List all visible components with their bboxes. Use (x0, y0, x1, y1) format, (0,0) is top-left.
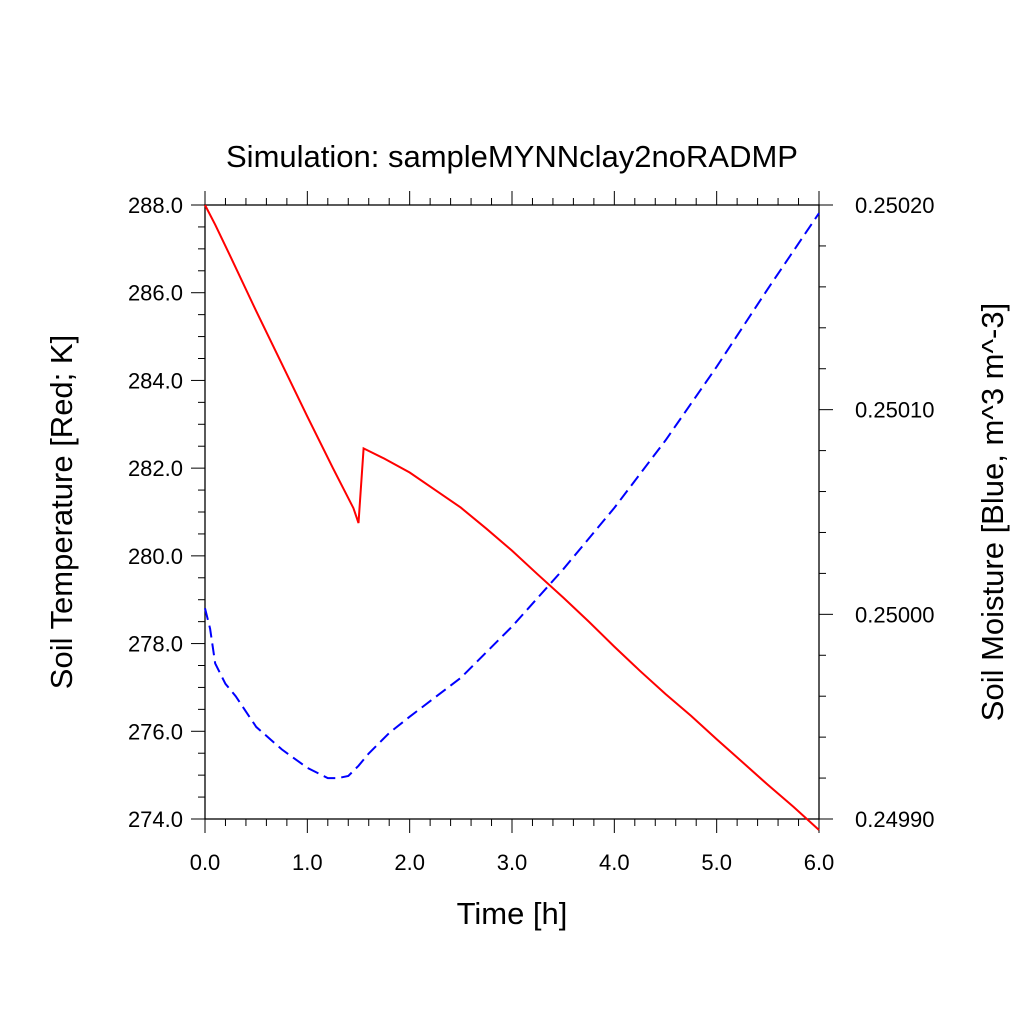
x-tick-label: 3.0 (497, 850, 528, 875)
x-tick-label: 5.0 (701, 850, 732, 875)
x-axis-label: Time [h] (457, 896, 568, 931)
y-left-tick-label: 274.0 (128, 807, 183, 832)
soil-temperature-line (204, 204, 820, 831)
y-axis-label-right: Soil Moisture [Blue, m^3 m^-3] (975, 303, 1010, 721)
chart-title: Simulation: sampleMYNNclay2noRADMP (226, 139, 798, 174)
y-right-tick-label: 0.25010 (855, 398, 935, 423)
x-tick-label: 4.0 (599, 850, 630, 875)
x-tick-label: 2.0 (394, 850, 425, 875)
y-left-tick-label: 284.0 (128, 368, 183, 393)
y-left-tick-label: 282.0 (128, 456, 183, 481)
x-tick-label: 6.0 (804, 850, 835, 875)
y-left-tick-label: 276.0 (128, 719, 183, 744)
y-left-tick-label: 286.0 (128, 281, 183, 306)
y-left-tick-label: 288.0 (128, 193, 183, 218)
y-right-tick-label: 0.25020 (855, 193, 935, 218)
plot-frame (204, 204, 820, 820)
axis-ticks (191, 191, 833, 833)
soil-moisture-line (204, 212, 820, 780)
x-tick-label: 0.0 (190, 850, 221, 875)
y-axis-label-left: Soil Temperature [Red; K] (44, 335, 79, 689)
axis-tick-labels: 0.0 1.0 2.0 3.0 4.0 5.0 6.0 274.0 276.0 278.0 280.… (128, 193, 935, 875)
y-right-tick-label: 0.24990 (855, 807, 935, 832)
series-lines (204, 204, 820, 831)
y-left-tick-label: 278.0 (128, 632, 183, 657)
y-right-tick-label: 0.25000 (855, 602, 935, 627)
y-left-tick-label: 280.0 (128, 544, 183, 569)
x-tick-label: 1.0 (292, 850, 323, 875)
